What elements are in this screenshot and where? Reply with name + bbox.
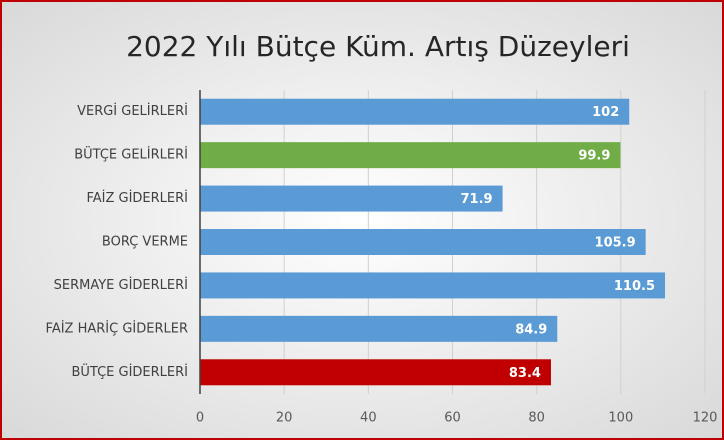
data-label: 102 (592, 105, 619, 120)
y-tick-label: FAİZ GİDERLERİ (86, 190, 188, 206)
x-tick-label: 120 (693, 411, 718, 426)
bar (200, 272, 666, 299)
bar (200, 229, 646, 255)
bar (200, 142, 621, 169)
y-tick-label: FAİZ HARİÇ GİDERLER (46, 320, 188, 336)
x-tick-label: 40 (360, 411, 377, 426)
x-tick-label: 0 (196, 411, 204, 426)
bar (200, 359, 551, 386)
x-tick-label: 20 (276, 411, 293, 426)
y-tick-label: SERMAYE GİDERLERİ (54, 277, 188, 293)
bar (200, 98, 630, 125)
y-tick-label: BÜTÇE GELİRLERİ (74, 146, 188, 163)
x-tick-label: 80 (528, 411, 545, 426)
x-tick-label: 60 (444, 411, 461, 426)
bar (200, 315, 558, 342)
y-tick-label: BÜTÇE GİDERLERİ (71, 363, 188, 380)
y-tick-label: BORÇ VERME (102, 235, 188, 250)
data-label: 110.5 (614, 279, 655, 294)
data-label: 99.9 (578, 149, 610, 164)
x-tick-label: 100 (608, 411, 633, 426)
chart-title: 2022 Yılı Bütçe Küm. Artış Düzeyleri (126, 30, 630, 63)
bar (200, 185, 503, 212)
data-label: 84.9 (515, 322, 547, 337)
data-label: 71.9 (461, 192, 493, 207)
y-tick-label: VERGİ GELİRLERİ (77, 103, 188, 119)
data-label: 83.4 (509, 366, 541, 381)
plot-area: 0 20 40 60 80 100 120 102 VERGİ GELİRLERİ 99.9 BÜT… (46, 90, 718, 426)
data-label: 105.9 (595, 236, 636, 251)
